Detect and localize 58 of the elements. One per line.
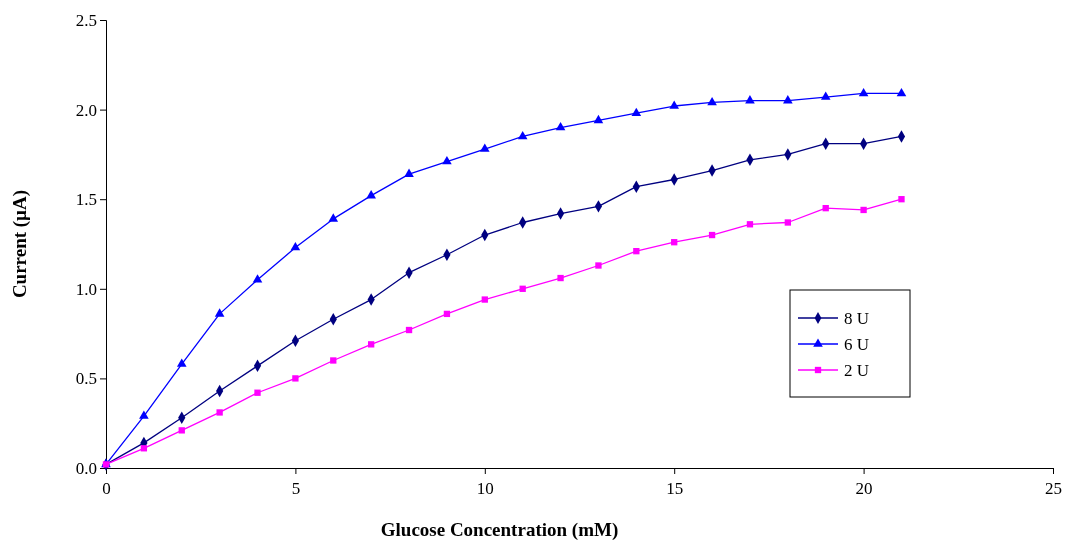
point: [252, 274, 263, 283]
point: [176, 358, 187, 367]
y-tick-label: 1.0: [75, 279, 97, 299]
point: [783, 95, 793, 104]
point: [784, 219, 791, 226]
point: [707, 96, 717, 106]
point: [898, 196, 905, 203]
point: [822, 205, 829, 212]
point: [443, 310, 451, 318]
point: [405, 326, 413, 334]
x-axis-title: Glucose Concentration (mM): [380, 519, 619, 541]
point: [368, 341, 375, 348]
point: [519, 285, 526, 292]
point: [860, 206, 867, 214]
point: [442, 156, 452, 165]
point: [631, 107, 642, 116]
point: [593, 114, 604, 124]
point: [669, 100, 680, 109]
legend-label: 6 U: [844, 335, 870, 354]
point: [254, 389, 261, 396]
x-tick-label: 5: [291, 479, 301, 498]
x-tick-label: 10: [476, 479, 494, 498]
point: [820, 91, 831, 100]
point: [330, 357, 337, 364]
x-tick-label: 25: [1045, 479, 1062, 498]
point: [896, 87, 907, 97]
point: [178, 427, 185, 434]
y-tick-label: 2.5: [75, 10, 97, 30]
x-tick-label: 15: [666, 479, 684, 498]
legend-label: 2 U: [844, 361, 870, 380]
point: [140, 445, 148, 452]
x-tick-label: 20: [855, 479, 873, 498]
point: [216, 409, 223, 416]
point: [555, 121, 566, 131]
y-tick-label: 2.0: [75, 100, 97, 120]
y-tick-label: 0.0: [75, 458, 97, 478]
y-axis-title: Current (µA): [9, 189, 31, 299]
point: [746, 221, 754, 228]
point: [290, 242, 301, 251]
point: [292, 375, 299, 382]
point: [708, 231, 716, 239]
point: [479, 143, 490, 152]
x-tick-label: 0: [102, 479, 111, 498]
point: [481, 296, 488, 303]
point: [671, 239, 678, 246]
point: [214, 308, 225, 317]
point: [595, 262, 602, 269]
y-tick-label: 1.5: [75, 190, 97, 210]
point: [633, 248, 640, 255]
legend-label: 8 U: [844, 309, 870, 328]
y-tick-label: 0.5: [75, 369, 97, 389]
point: [517, 130, 528, 140]
point: [139, 410, 149, 419]
point: [557, 274, 564, 282]
point: [328, 213, 339, 222]
point: [366, 190, 376, 199]
point: [404, 168, 414, 177]
point: [858, 87, 869, 97]
